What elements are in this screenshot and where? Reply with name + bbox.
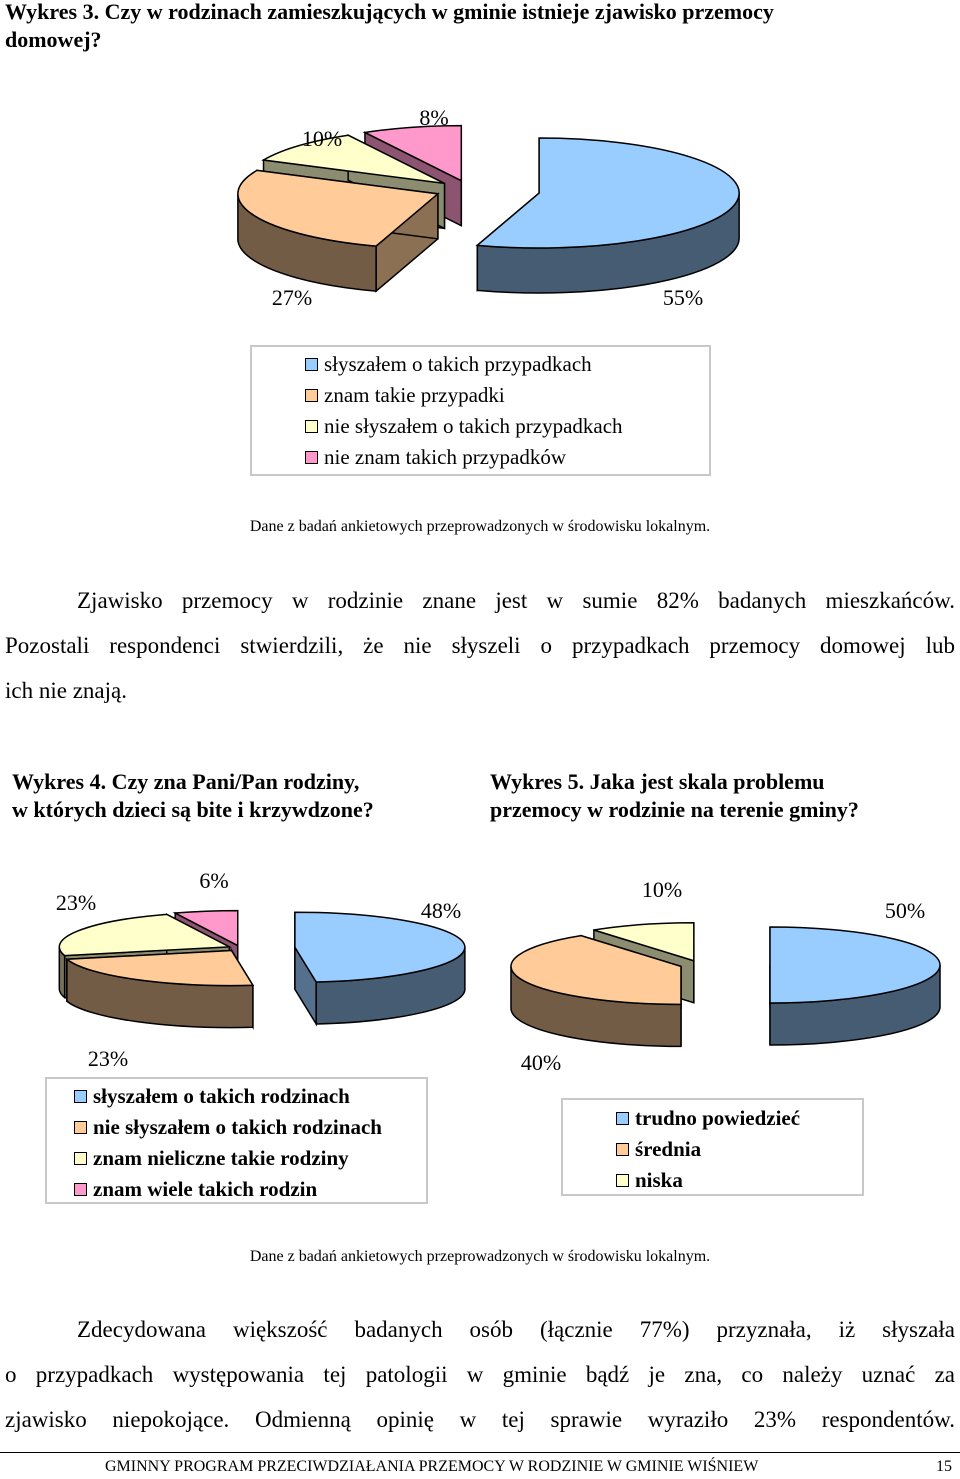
pie-slice-top	[261, 134, 445, 185]
pie-slice	[64, 947, 255, 1030]
pie-slice-top	[294, 911, 466, 983]
chart3-source: Dane z badań ankietowych przeprowadzonyc…	[249, 518, 711, 535]
legend-label: nie znam takich przypadków	[324, 445, 566, 469]
legend-item: znam wiele takich rodzin	[74, 1174, 426, 1205]
chart5-title: Wykres 5. Jaka jest skala problemu przem…	[490, 768, 859, 824]
legend-swatch-peach	[305, 389, 318, 402]
pie-slice-top	[475, 137, 740, 249]
legend-swatch-blue	[74, 1090, 87, 1103]
pie-slice	[475, 137, 740, 294]
legend-label: słyszałem o takich przypadkach	[324, 352, 592, 376]
chart3-title: Wykres 3. Czy w rodzinach zamieszkującyc…	[5, 0, 774, 54]
legend-label: średnia	[635, 1137, 702, 1161]
paragraph-1-line1: Zjawisko przemocy w rodzinie znane jest …	[77, 588, 955, 613]
pie-slice	[237, 169, 440, 293]
legend-label: nie słyszałem o takich rodzinach	[93, 1115, 382, 1139]
paragraph-2-line3: zjawisko niepokojące. Odmienną opinię w …	[5, 1407, 955, 1432]
paragraph-2-line2: o przypadkach występowania tej patologii…	[5, 1362, 955, 1387]
pie-value-label: 48%	[421, 898, 461, 923]
legend-label: niska	[635, 1168, 683, 1192]
legend-swatch-peach	[74, 1121, 87, 1134]
pie-slice-top	[510, 934, 682, 1006]
pie-slice-top	[593, 921, 695, 962]
legend-swatch-pink	[74, 1183, 87, 1196]
pie-value-label: 10%	[642, 877, 682, 902]
pie-value-label: 55%	[663, 285, 703, 310]
legend-swatch-cream	[305, 420, 318, 433]
pie-slice	[510, 934, 682, 1048]
paragraph-1: Zjawisko przemocy w rodzinie znane jest …	[5, 578, 955, 713]
pie-slice-top	[769, 926, 941, 1004]
chart3-pie	[237, 124, 740, 294]
chart5-title-line2: przemocy w rodzinie na terenie gminy?	[490, 797, 859, 822]
legend-item: nie słyszałem o takich przypadkach	[305, 411, 709, 442]
pie-slice-top	[362, 124, 463, 182]
footer-divider	[0, 1452, 960, 1453]
charts-4-5-source: Dane z badań ankietowych przeprowadzonyc…	[249, 1248, 711, 1265]
legend-swatch-cream	[74, 1152, 87, 1165]
legend-item: znam takie przypadki	[305, 380, 709, 411]
pie-slice-top	[64, 949, 255, 987]
legend-label: znam wiele takich rodzin	[93, 1177, 318, 1201]
chart4-title: Wykres 4. Czy zna Pani/Pan rodziny, w kt…	[12, 768, 374, 824]
pie-value-label: 6%	[199, 868, 228, 893]
pie-value-label: 27%	[272, 285, 312, 310]
chart4-title-line1: Wykres 4. Czy zna Pani/Pan rodziny,	[12, 769, 360, 794]
legend-label: znam takie przypadki	[324, 383, 505, 407]
pie-slice	[769, 926, 941, 1046]
pie-value-label: 50%	[885, 898, 925, 923]
pie-slice-top	[172, 909, 239, 947]
pie-slice-top	[237, 169, 440, 247]
page-number: 15	[936, 1458, 952, 1475]
legend-item: nie znam takich przypadków	[305, 442, 709, 473]
chart5-pie	[510, 921, 941, 1048]
pie-slice	[294, 911, 466, 1027]
legend-item: znam nieliczne takie rodziny	[74, 1143, 426, 1174]
chart3-title-line2: domowej?	[5, 27, 102, 52]
legend-item: trudno powiedzieć	[616, 1103, 862, 1134]
chart5-legend: trudno powiedzieć średnia niska	[561, 1098, 864, 1196]
legend-item: słyszałem o takich rodzinach	[74, 1081, 426, 1112]
chart3-legend: słyszałem o takich przypadkach znam taki…	[250, 345, 711, 476]
pie-value-label: 10%	[302, 126, 342, 151]
pie-value-label: 23%	[56, 890, 96, 915]
legend-item: średnia	[616, 1134, 862, 1165]
legend-item: nie słyszałem o takich rodzinach	[74, 1112, 426, 1143]
paragraph-2: Zdecydowana większość badanych osób (łąc…	[5, 1307, 955, 1442]
legend-swatch-pink	[305, 451, 318, 464]
paragraph-2-line1: Zdecydowana większość badanych osób (łąc…	[77, 1317, 955, 1342]
chart4-pie	[58, 909, 466, 1030]
legend-label: słyszałem o takich rodzinach	[93, 1084, 350, 1108]
legend-swatch-peach	[616, 1143, 629, 1156]
legend-swatch-blue	[305, 358, 318, 371]
legend-label: znam nieliczne takie rodziny	[93, 1146, 349, 1170]
pie-value-labels: 55% 27% 10% 8% 48% 23% 23% 6% 50% 40% 10%	[56, 105, 925, 1075]
chart5-title-line1: Wykres 5. Jaka jest skala problemu	[490, 769, 825, 794]
chart4-title-line2: w których dzieci są bite i krzywdzone?	[12, 797, 374, 822]
legend-label: nie słyszałem o takich przypadkach	[324, 414, 623, 438]
pie-value-label: 23%	[88, 1046, 128, 1071]
paragraph-1-line2: Pozostali respondenci stwierdzili, że ni…	[5, 633, 955, 658]
footer-text: GMINNY PROGRAM PRZECIWDZIAŁANIA PRZEMOCY…	[105, 1458, 759, 1475]
legend-item: niska	[616, 1165, 862, 1196]
pie-slice-top	[58, 913, 233, 957]
paragraph-1-line3: ich nie znają.	[5, 678, 127, 703]
chart3-title-line1: Wykres 3. Czy w rodzinach zamieszkującyc…	[5, 0, 774, 24]
legend-swatch-blue	[616, 1112, 629, 1125]
legend-swatch-cream	[616, 1174, 629, 1187]
legend-label: trudno powiedzieć	[635, 1106, 801, 1130]
legend-item: słyszałem o takich przypadkach	[305, 349, 709, 380]
pie-value-label: 40%	[521, 1050, 561, 1075]
pie-value-label: 8%	[419, 105, 448, 130]
chart4-legend: słyszałem o takich rodzinach nie słyszał…	[45, 1077, 428, 1204]
